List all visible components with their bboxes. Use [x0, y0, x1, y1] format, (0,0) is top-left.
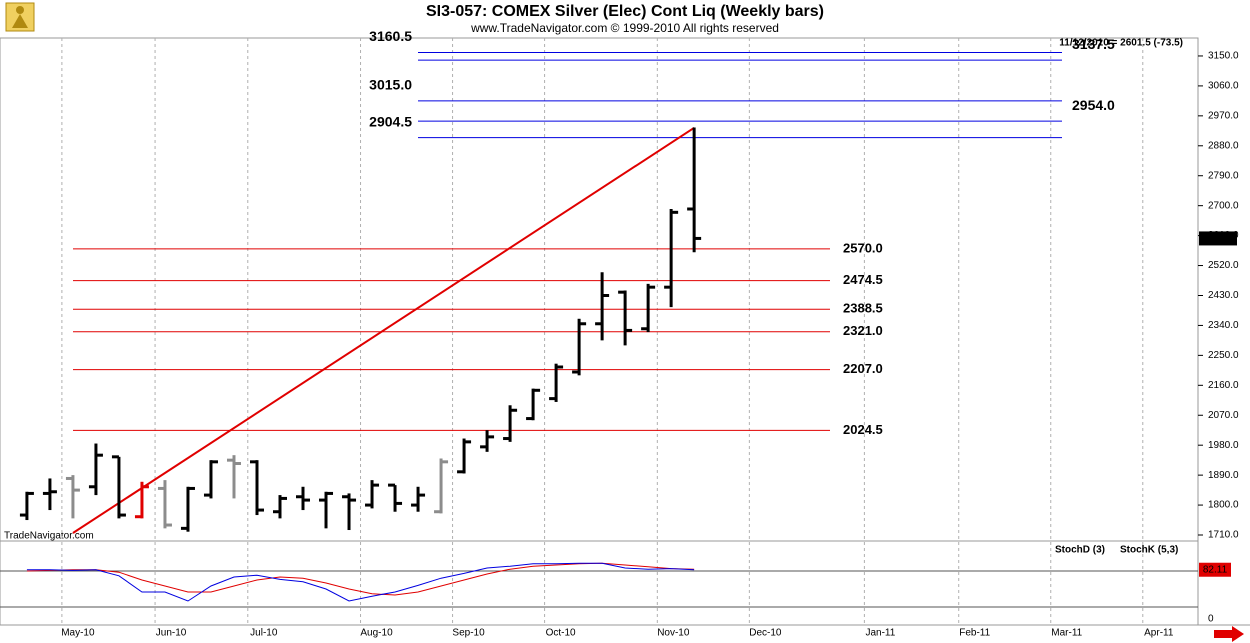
- x-tick-label: Dec-10: [749, 628, 782, 639]
- stoch-line: [26, 562, 695, 602]
- x-tick-label: Oct-10: [546, 628, 576, 639]
- y-tick-label: 2700.0: [1208, 200, 1239, 211]
- y-tick-label: 1890.0: [1208, 470, 1239, 481]
- x-tick-label: Feb-11: [959, 628, 990, 639]
- level-label: 2388.5: [843, 301, 883, 316]
- level-label: 3137.5: [1072, 36, 1115, 52]
- y-tick-label: 3060.0: [1208, 81, 1239, 92]
- y-tick-label: 2070.0: [1208, 410, 1239, 421]
- y-tick-label: 2160.0: [1208, 380, 1239, 391]
- watermark: TradeNavigator.com: [4, 531, 94, 542]
- quote-label: 11/12/2010 = 2601.5 (-73.5): [1059, 38, 1183, 49]
- level-label: 2474.5: [843, 272, 883, 287]
- level-label: 2207.0: [843, 361, 883, 376]
- level-label: 2570.0: [843, 240, 883, 255]
- level-label: 2954.0: [1072, 97, 1115, 113]
- y-tick-label: 2340.0: [1208, 320, 1239, 331]
- y-tick-label: 2430.0: [1208, 290, 1239, 301]
- x-tick-label: Jan-11: [865, 628, 895, 639]
- x-tick-label: May-10: [61, 628, 95, 639]
- level-label: 2024.5: [843, 422, 883, 437]
- level-label: 2321.0: [843, 323, 883, 338]
- y-tick-label: 2970.0: [1208, 110, 1239, 121]
- x-tick-label: Nov-10: [657, 628, 690, 639]
- x-tick-label: Mar-11: [1051, 628, 1082, 639]
- y-tick-label: 2880.0: [1208, 140, 1239, 151]
- x-tick-label: Jul-10: [250, 628, 278, 639]
- level-label: 3160.5: [369, 28, 412, 44]
- x-tick-label: Sep-10: [452, 628, 485, 639]
- legend-entry: StochK (5,3): [1120, 545, 1178, 556]
- y-tick-label: 3150.0: [1208, 51, 1239, 62]
- x-tick-label: Apr-11: [1144, 628, 1174, 639]
- chart-title: SI3-057: COMEX Silver (Elec) Cont Liq (W…: [426, 3, 824, 20]
- y-tick-label: 1980.0: [1208, 440, 1239, 451]
- last-price-box: [1199, 231, 1237, 246]
- trend-line: [72, 126, 695, 534]
- stoch-value-label: 82.11: [1203, 564, 1228, 575]
- x-tick-label: Aug-10: [360, 628, 393, 639]
- scroll-arrow[interactable]: [1214, 626, 1244, 642]
- y-tick-label: 0: [1208, 614, 1214, 625]
- y-tick-label: 1710.0: [1208, 530, 1239, 541]
- legend-entry: StochD (3): [1055, 545, 1105, 556]
- chart-subtitle: www.TradeNavigator.com © 1999-2010 All r…: [470, 21, 779, 35]
- level-label: 3015.0: [369, 77, 412, 93]
- app-icon: [5, 2, 35, 32]
- y-tick-label: 1800.0: [1208, 500, 1239, 511]
- y-tick-label: 2250.0: [1208, 350, 1239, 361]
- last-price-label: 2601.5: [1203, 233, 1234, 244]
- stoch-value-box: [1199, 562, 1231, 577]
- y-tick-label: 2790.0: [1208, 170, 1239, 181]
- level-label: 2904.5: [369, 113, 412, 129]
- x-tick-label: Jun-10: [156, 628, 187, 639]
- y-tick-label: 2520.0: [1208, 260, 1239, 271]
